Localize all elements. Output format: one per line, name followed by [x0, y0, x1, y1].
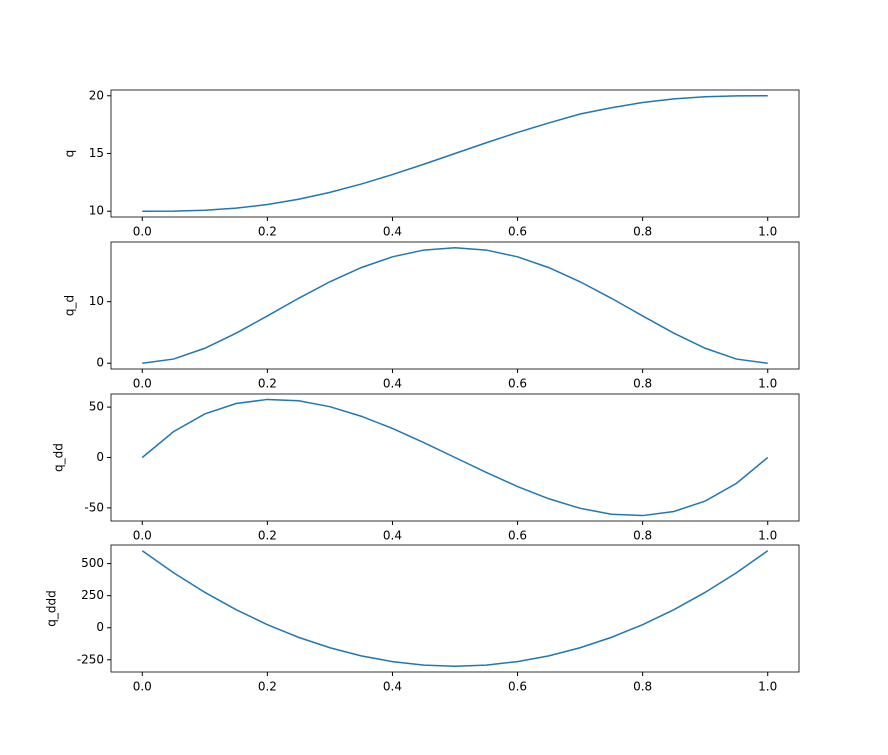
y-axis-label: q_ddd: [45, 590, 59, 626]
x-tick-label: 0.4: [383, 377, 402, 391]
x-tick-label: 0.0: [133, 680, 152, 694]
x-tick-label: 1.0: [758, 529, 777, 543]
y-tick-label: 10: [89, 294, 104, 308]
x-tick-label: 0.0: [133, 225, 152, 239]
x-tick-label: 0.2: [258, 225, 277, 239]
x-tick-label: 0.0: [133, 529, 152, 543]
axes-frame: [110, 544, 800, 673]
data-line: [141, 398, 769, 517]
y-tick-label: 0: [96, 450, 104, 464]
y-axis-label: q_d: [63, 295, 77, 316]
y-tick-label: 0: [96, 620, 104, 634]
y-tick-label: 15: [89, 146, 104, 160]
x-tick-label: 0.6: [508, 225, 527, 239]
x-tick-label: 1.0: [758, 377, 777, 391]
y-tick-label: 20: [89, 88, 104, 102]
x-tick-label: 0.4: [383, 529, 402, 543]
x-tick-label: 0.4: [383, 680, 402, 694]
x-tick-label: 0.4: [383, 225, 402, 239]
x-tick-label: 0.6: [508, 680, 527, 694]
y-tick-label: -50: [84, 500, 104, 514]
data-line: [142, 247, 768, 364]
x-tick-label: 1.0: [758, 225, 777, 239]
x-tick-label: 0.2: [258, 680, 277, 694]
y-axis-label: q: [63, 150, 77, 158]
x-tick-label: 0.0: [133, 377, 152, 391]
data-line: [141, 550, 769, 667]
y-tick-label: 0: [96, 356, 104, 370]
y-tick-label: -250: [77, 652, 104, 666]
y-tick-label: 500: [81, 556, 104, 570]
x-tick-label: 0.2: [258, 377, 277, 391]
y-axis-label: q_dd: [52, 443, 66, 472]
x-tick-label: 0.8: [633, 225, 652, 239]
data-line: [142, 95, 768, 212]
x-tick-label: 0.2: [258, 529, 277, 543]
x-tick-label: 0.6: [508, 377, 527, 391]
y-tick-label: 250: [81, 588, 104, 602]
x-tick-label: 0.6: [508, 529, 527, 543]
x-tick-label: 0.8: [633, 529, 652, 543]
x-tick-label: 0.8: [633, 680, 652, 694]
axes-frame: [110, 241, 800, 370]
x-tick-label: 0.8: [633, 377, 652, 391]
y-tick-label: 10: [89, 204, 104, 218]
x-tick-label: 1.0: [758, 680, 777, 694]
y-tick-label: 50: [89, 400, 104, 414]
